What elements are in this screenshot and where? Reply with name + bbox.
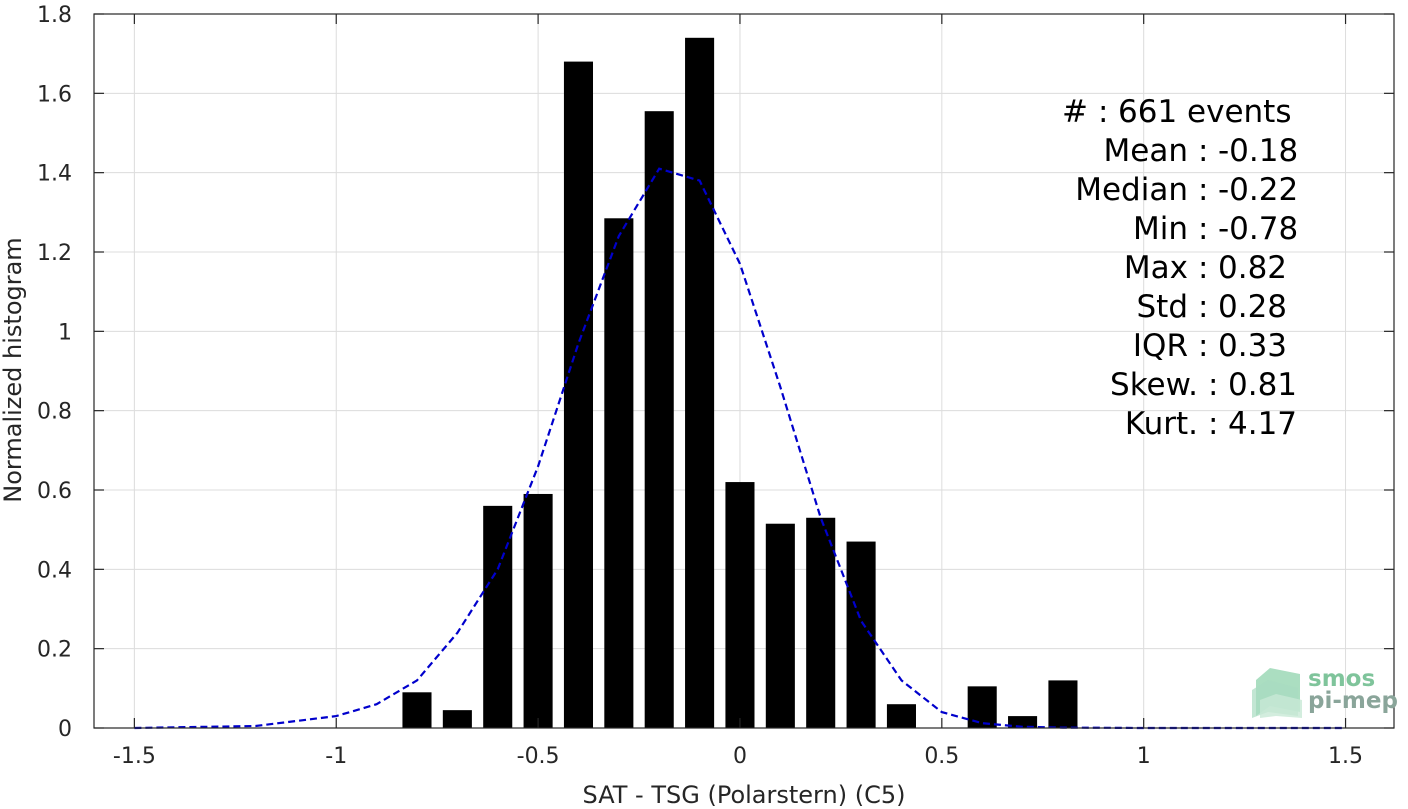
y-tick-label: 1	[58, 320, 72, 345]
stat-label: Median	[1075, 172, 1188, 208]
histogram-bar	[1048, 680, 1078, 728]
stat-separator: :	[1198, 250, 1208, 286]
plot-border	[93, 13, 1395, 729]
logo-text-pi-mep: pi-mep	[1308, 688, 1398, 714]
stat-value: 0.81	[1228, 367, 1297, 403]
stat-label: Min	[1133, 211, 1188, 247]
logo-text-smos: smos	[1308, 666, 1375, 692]
y-axis-label: Normalized histogram	[0, 237, 27, 502]
x-tick-labels: -1.5 -1 -0.5 0 0.5 1 1.5	[113, 744, 1363, 769]
histogram-bar	[725, 482, 755, 728]
stat-separator: :	[1198, 172, 1208, 208]
histogram-bar	[1008, 716, 1038, 728]
stat-separator: :	[1198, 133, 1208, 169]
y-tick-label: 0.4	[37, 558, 72, 583]
histogram-bar	[967, 686, 997, 728]
stat-separator: :	[1198, 328, 1208, 364]
histogram-bar	[685, 37, 715, 729]
smos-pi-mep-logo: smos pi-mep	[1252, 666, 1398, 718]
stat-value: 0.28	[1218, 289, 1287, 325]
histogram-bar	[644, 111, 674, 728]
y-tick-label: 1.4	[37, 162, 72, 187]
y-tick-label: 0.6	[37, 479, 72, 504]
histogram-bar	[886, 704, 916, 728]
y-tick-label: 1.2	[37, 241, 72, 266]
stat-label: #	[1062, 94, 1088, 130]
histogram-bar	[563, 61, 594, 729]
stat-value: 661 events	[1118, 94, 1291, 130]
y-tick-label: 0.8	[37, 400, 72, 425]
axes-frame	[93, 13, 1395, 729]
histogram-bar	[402, 692, 432, 728]
stat-separator: :	[1208, 406, 1218, 442]
stat-separator: :	[1198, 289, 1208, 325]
stat-separator: :	[1198, 211, 1208, 247]
wave-logo-icon	[1252, 668, 1302, 718]
stat-label: IQR	[1133, 328, 1188, 364]
stat-label: Std	[1136, 289, 1188, 325]
histogram-bar	[442, 710, 472, 728]
stat-value: 0.33	[1218, 328, 1287, 364]
histogram-bar	[483, 505, 513, 728]
x-tick-label: 1.5	[1328, 744, 1363, 769]
x-axis-label: SAT - TSG (Polarstern) (C5)	[583, 781, 906, 809]
y-tick-label: 1.6	[37, 82, 72, 107]
y-tick-label: 0	[58, 717, 72, 742]
stat-value: 0.82	[1218, 250, 1287, 286]
stat-separator: :	[1098, 94, 1108, 130]
fit-curve	[134, 167, 1346, 730]
y-tick-label: 1.8	[37, 3, 72, 28]
x-tick-label: 0	[733, 744, 747, 769]
stat-value: 4.17	[1228, 406, 1297, 442]
histogram-bar	[523, 493, 553, 728]
y-tick-label: 0.2	[37, 638, 72, 663]
x-tick-label: 0.5	[924, 744, 959, 769]
stat-label: Skew.	[1110, 367, 1198, 403]
histogram-bar	[765, 523, 795, 728]
x-tick-label: 1	[1137, 744, 1151, 769]
histogram-bar	[806, 517, 836, 728]
histogram-bar	[604, 218, 634, 729]
x-tick-label: -0.5	[517, 744, 560, 769]
x-tick-label: -1.5	[113, 744, 156, 769]
y-tick-labels: 0 0.2 0.4 0.6 0.8 1 1.2 1.4 1.6 1.8	[37, 3, 72, 742]
stat-label: Mean	[1104, 133, 1188, 169]
histogram-bars	[402, 37, 1078, 729]
stat-value: -0.22	[1218, 172, 1298, 208]
stat-value: -0.78	[1218, 211, 1298, 247]
stat-label: Kurt.	[1125, 406, 1198, 442]
stat-separator: :	[1208, 367, 1218, 403]
stat-label: Max	[1124, 250, 1188, 286]
x-tick-label: -1	[325, 744, 347, 769]
stat-value: -0.18	[1218, 133, 1298, 169]
